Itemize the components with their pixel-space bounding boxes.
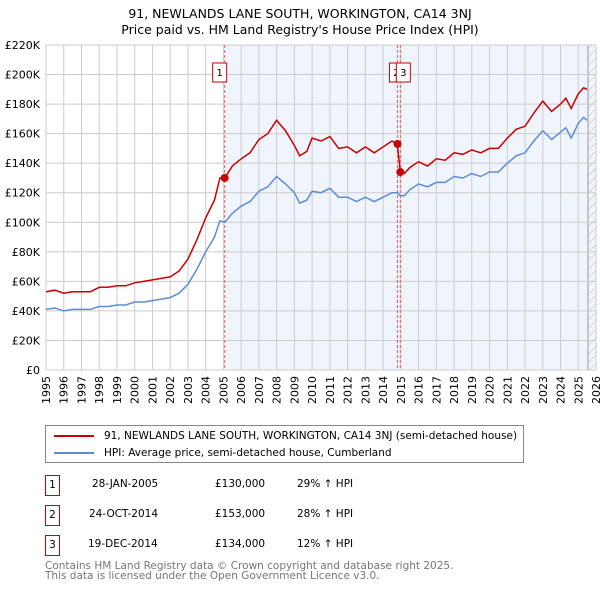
sale-marker-label: 1 [216, 68, 222, 79]
sale-price: £130,000 [215, 478, 266, 490]
shaded-region [224, 45, 596, 370]
y-tick-label: £200K [5, 69, 41, 82]
chart-subtitle: Price paid vs. HM Land Registry's House … [121, 22, 479, 37]
x-tick-label: 1995 [40, 376, 53, 404]
legend: 91, NEWLANDS LANE SOUTH, WORKINGTON, CA1… [45, 425, 524, 463]
x-tick-label: 2014 [377, 376, 390, 404]
chart-title: 91, NEWLANDS LANE SOUTH, WORKINGTON, CA1… [128, 6, 472, 21]
sale-marker: 1 [45, 475, 60, 496]
y-tick-label: £160K [5, 128, 41, 141]
sale-point [393, 139, 402, 148]
x-tick-label: 1997 [75, 376, 88, 404]
hpi-line [45, 116, 588, 312]
y-tick-label: £140K [5, 157, 41, 170]
y-tick-label: £100K [5, 216, 41, 229]
y-tick-label: £180K [5, 98, 41, 111]
x-tick-label: 2009 [288, 376, 301, 404]
property-line [45, 86, 588, 294]
x-tick-label: 2005 [217, 376, 230, 404]
y-tick-label: £40K [12, 305, 41, 318]
x-tick-label: 2008 [271, 376, 284, 404]
x-tick-label: 2016 [413, 376, 426, 404]
y-tick-label: £120K [5, 187, 41, 200]
x-tick-label: 2024 [555, 376, 568, 404]
footer-copyright: Contains HM Land Registry data © Crown c… [45, 560, 454, 572]
x-tick-label: 2003 [182, 376, 195, 404]
x-tick-label: 2017 [430, 376, 443, 404]
sale-hpi: 28% ↑ HPI [297, 508, 354, 520]
y-tick-label: £0 [26, 364, 40, 377]
y-tick-label: £220K [5, 39, 41, 52]
x-tick-label: 2006 [235, 376, 248, 404]
x-tick-label: 1999 [111, 376, 124, 404]
legend-item-hpi: HPI: Average price, semi-detached house,… [54, 445, 392, 461]
y-tick-label: £80K [12, 246, 41, 259]
legend-label: HPI: Average price, semi-detached house,… [104, 447, 392, 459]
chart-plot: 1995 1996 1997 1998 1999 2000 2001 2002 2003 2004… [5, 39, 600, 404]
y-tick-label: £60K [12, 275, 41, 288]
x-tick-label: 2019 [466, 376, 479, 404]
legend-swatch-property [54, 435, 94, 437]
footer: Contains HM Land Registry data © Crown c… [45, 560, 454, 582]
sale-price: £153,000 [215, 508, 266, 520]
sale-point [396, 168, 405, 177]
x-tick-label: 2010 [306, 376, 319, 404]
sale-price: £134,000 [215, 538, 266, 550]
x-tick-label: 2022 [519, 376, 532, 404]
x-tick-label: 2020 [484, 376, 497, 404]
x-tick-label: 2015 [395, 376, 408, 404]
x-tick-label: 2018 [448, 376, 461, 404]
x-tick-label: 2012 [342, 376, 355, 404]
sale-date: 24-OCT-2014 [89, 508, 158, 520]
sale-marker: 2 [45, 505, 60, 526]
sale-marker: 3 [45, 535, 60, 556]
sale-marker-label: 3 [400, 68, 406, 79]
x-tick-label: 2000 [129, 376, 142, 404]
x-tick-label: 2004 [200, 376, 213, 404]
sale-marker-box [395, 62, 411, 83]
x-tick-label: 2025 [572, 376, 585, 404]
x-tick-label: 2011 [324, 376, 337, 404]
forecast-hatch [588, 45, 596, 370]
x-tick-label: 2026 [590, 376, 600, 404]
sale-date: 19-DEC-2014 [88, 538, 158, 550]
sale-point [220, 173, 229, 182]
legend-label: 91, NEWLANDS LANE SOUTH, WORKINGTON, CA1… [104, 430, 518, 442]
legend-item-property: 91, NEWLANDS LANE SOUTH, WORKINGTON, CA1… [54, 428, 517, 444]
legend-swatch-hpi [54, 452, 94, 454]
x-tick-label: 2001 [146, 376, 159, 404]
x-tick-label: 2013 [359, 376, 372, 404]
x-tick-label: 2007 [253, 376, 266, 404]
footer-licence: This data is licensed under the Open Gov… [45, 570, 380, 582]
y-tick-label: £20K [12, 334, 41, 347]
sale-date: 28-JAN-2005 [92, 478, 159, 490]
x-tick-label: 2002 [164, 376, 177, 404]
x-tick-label: 1996 [58, 376, 71, 404]
x-tick-label: 2023 [537, 376, 550, 404]
sale-hpi: 12% ↑ HPI [297, 538, 354, 550]
sale-hpi: 29% ↑ HPI [297, 478, 354, 490]
sale-marker-box [212, 62, 228, 83]
x-tick-label: 2021 [501, 376, 514, 404]
x-tick-label: 1998 [93, 376, 106, 404]
